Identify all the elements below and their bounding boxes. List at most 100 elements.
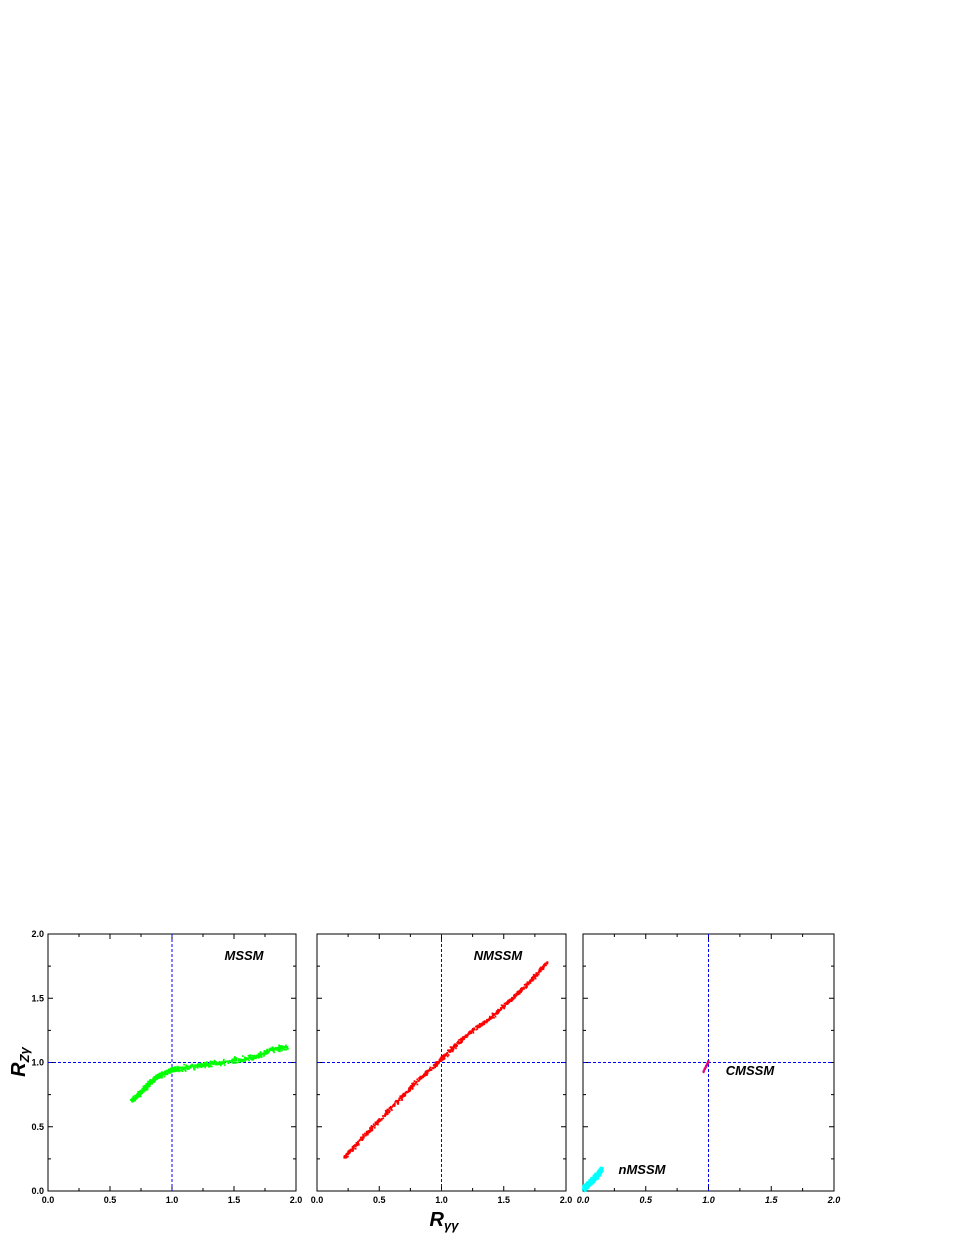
scatter-point — [595, 1177, 598, 1180]
scatter-point — [436, 1065, 438, 1067]
scatter-point — [476, 1028, 479, 1030]
scatter-point — [431, 1067, 433, 1069]
scatter-point — [589, 1184, 591, 1187]
scatter-point — [535, 972, 538, 975]
scatter-point — [593, 1180, 596, 1182]
scatter-point — [352, 1146, 355, 1149]
scatter-point — [345, 1156, 348, 1159]
scatter-point — [599, 1169, 602, 1172]
scatter-point — [401, 1099, 403, 1101]
scatter-point — [523, 983, 526, 986]
panel-annotation-mssm: MSSM — [225, 948, 265, 963]
data-point — [148, 1082, 151, 1085]
scatter-point — [505, 1002, 507, 1005]
scatter-point — [260, 1055, 263, 1057]
data-point — [257, 1055, 260, 1058]
y-tick-label: 0.5 — [31, 1122, 44, 1132]
scatter-point — [146, 1086, 149, 1089]
scatter-point — [194, 1064, 196, 1067]
scatter-point — [475, 1025, 477, 1028]
scatter-point — [226, 1060, 229, 1063]
scatter-point — [596, 1170, 599, 1173]
scatter-point — [434, 1065, 437, 1068]
scatter-point — [440, 1058, 442, 1060]
scatter-point — [403, 1092, 406, 1095]
scatter-point — [540, 966, 542, 969]
scatter-point — [282, 1047, 285, 1049]
scatter-point — [132, 1095, 135, 1098]
scatter-point — [216, 1063, 218, 1066]
scatter-point — [355, 1142, 358, 1144]
scatter-point — [520, 988, 523, 991]
scatter-point — [163, 1075, 166, 1078]
data-point — [527, 981, 530, 984]
scatter-point — [232, 1062, 235, 1064]
scatter-point — [210, 1065, 213, 1068]
scatter-point — [593, 1173, 596, 1176]
x-tick-label: 0.0 — [311, 1195, 324, 1205]
data-point — [343, 1156, 346, 1159]
scatter-point — [488, 1017, 491, 1020]
scatter-point — [452, 1045, 455, 1047]
scatter-point — [519, 991, 522, 993]
scatter-point — [382, 1117, 385, 1120]
scatter-point — [181, 1070, 184, 1073]
scatter-point — [487, 1019, 489, 1022]
scatter-point — [388, 1111, 391, 1114]
scatter-point — [450, 1046, 453, 1049]
data-point — [587, 1183, 590, 1186]
scatter-point — [182, 1067, 185, 1070]
scatter-point — [546, 962, 549, 965]
data-point — [171, 1069, 173, 1072]
y-axis-title-sub: Zγ — [17, 1046, 32, 1063]
scatter-point — [197, 1063, 199, 1065]
scatter-point — [489, 1018, 492, 1021]
scatter-point — [498, 1010, 500, 1013]
scatter-point — [153, 1075, 156, 1078]
scatter-point — [539, 967, 541, 970]
scatter-point — [509, 998, 512, 1001]
scatter-point — [272, 1047, 274, 1050]
scatter-point — [147, 1084, 150, 1087]
panel-nmssm: 0.0 0.5 1.0 1.5 2.0 NMSSM — [311, 933, 572, 1205]
scatter-point — [185, 1064, 188, 1067]
scatter-point — [469, 1031, 472, 1034]
scatter-point — [263, 1055, 265, 1057]
scatter-point — [434, 1061, 437, 1064]
scatter-point — [496, 1012, 498, 1015]
scatter-point — [426, 1069, 429, 1072]
scatter-point — [503, 1007, 506, 1010]
scatter-point — [204, 1065, 207, 1067]
scatter-point — [384, 1112, 387, 1115]
scatter-point — [585, 1184, 587, 1187]
scatter-point — [191, 1065, 194, 1068]
scatter-point — [500, 1007, 503, 1010]
scatter-point — [281, 1046, 284, 1049]
scatter-point — [411, 1087, 414, 1090]
scatter-point — [413, 1080, 416, 1082]
panel-annotation-nmssm: nMSSM — [619, 1162, 667, 1177]
scatter-point — [147, 1080, 149, 1083]
scatter-point — [258, 1056, 260, 1059]
scatter-point — [240, 1059, 243, 1062]
scatter-point — [443, 1054, 445, 1056]
scatter-point — [166, 1070, 169, 1072]
scatter-point — [252, 1058, 255, 1061]
scatter-point — [235, 1061, 238, 1064]
scatter-point — [237, 1061, 240, 1064]
scatter-point — [475, 1028, 478, 1031]
scatter-point — [223, 1062, 226, 1064]
scatter-point — [146, 1085, 148, 1087]
scatter-point — [230, 1061, 233, 1064]
scatter-point — [135, 1094, 138, 1097]
scatter-point — [410, 1086, 412, 1089]
scatter-point — [173, 1066, 175, 1069]
scatter-point — [412, 1082, 415, 1084]
scatter-point — [154, 1075, 157, 1078]
scatter-point — [531, 978, 534, 981]
scatter-point — [179, 1066, 182, 1069]
scatter-point — [184, 1070, 187, 1072]
scatter-point — [590, 1179, 593, 1181]
scatter-point — [585, 1182, 587, 1185]
